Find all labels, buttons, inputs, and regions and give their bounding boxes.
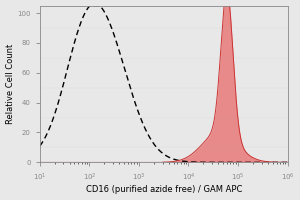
Y-axis label: Relative Cell Count: Relative Cell Count xyxy=(6,44,15,124)
X-axis label: CD16 (purified azide free) / GAM APC: CD16 (purified azide free) / GAM APC xyxy=(85,185,242,194)
